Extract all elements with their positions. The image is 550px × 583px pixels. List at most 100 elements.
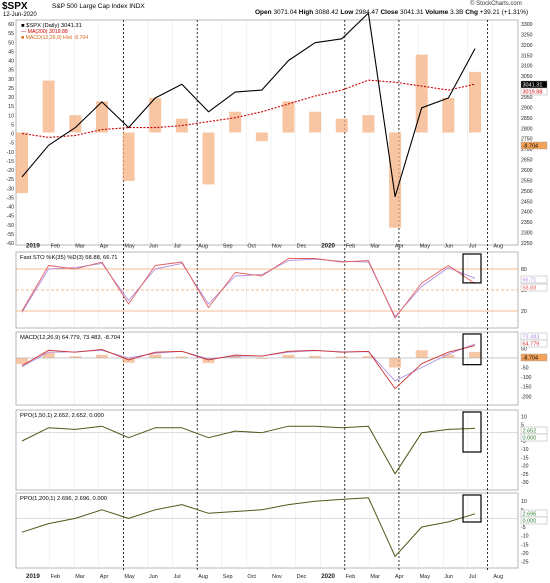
symbol: $SPX	[2, 1, 28, 12]
hist-bar	[255, 132, 268, 142]
month-label: Jul	[469, 244, 476, 250]
hist-bar	[442, 97, 455, 133]
macd-hist-bar	[175, 356, 188, 358]
close-value: 3041.31	[399, 9, 424, 16]
hist-badge: -8.704	[523, 144, 539, 150]
month-label: Apr	[395, 574, 404, 580]
axis-tick: -100	[521, 375, 531, 381]
hist-bar	[229, 111, 242, 133]
axis-tick: 40	[8, 59, 14, 65]
axis-tick: 2700	[521, 147, 533, 153]
axis-tick: 2850	[521, 116, 533, 122]
hist-bar	[335, 118, 348, 133]
ppo200-title: PPO(1,200,1) 2.696, 2.696, 0.000	[20, 496, 107, 502]
hist-bar	[469, 71, 481, 133]
axis-tick: 2900	[521, 105, 533, 111]
axis-tick: 3300	[521, 22, 533, 28]
macd-hist-bar	[469, 351, 481, 358]
macd-badge: 64.779	[523, 342, 540, 348]
axis-tick: 2650	[521, 158, 533, 164]
hist-bar	[389, 132, 402, 228]
sto-k-line	[21, 258, 476, 319]
month-label: 2019	[26, 573, 40, 580]
month-label: Oct	[247, 244, 256, 250]
macd-hist-bar	[309, 355, 322, 358]
panel-frame	[15, 492, 519, 569]
axis-tick: 45	[8, 49, 14, 55]
hist-bar	[16, 132, 28, 194]
macd-hist-bar	[389, 357, 402, 368]
month-label: Feb	[346, 244, 355, 250]
month-label: Feb	[346, 574, 355, 580]
macd-signal-badge: 73.483	[523, 335, 540, 341]
month-label: Dec	[297, 244, 307, 250]
axis-tick: 10	[521, 414, 527, 420]
hist-bar	[95, 101, 108, 133]
macd-line	[21, 345, 476, 390]
axis-tick: 2600	[521, 168, 533, 174]
axis-tick: 5	[521, 423, 524, 429]
axis-tick: 60	[8, 22, 14, 28]
chg-label: Chg	[465, 9, 478, 16]
macd-hist-bar	[255, 357, 268, 359]
axis-tick: 30	[8, 77, 14, 83]
axis-tick: 2300	[521, 231, 533, 237]
ppo200-badge: 2.696	[523, 512, 537, 518]
axis-tick: 3050	[521, 74, 533, 80]
month-label: Sep	[223, 574, 233, 580]
month-label: Aug	[493, 574, 503, 580]
month-label: 2020	[321, 573, 335, 580]
month-label: Aug	[493, 244, 503, 250]
month-label: Apr	[100, 574, 109, 580]
sto-d-badge-box	[520, 275, 548, 284]
axis-tick: 3250	[521, 32, 533, 38]
axis-tick: 2350	[521, 220, 533, 226]
hist-bar	[42, 80, 55, 133]
exchange: INDX	[129, 3, 145, 10]
axis-tick: -15	[521, 455, 529, 461]
macd-hist-bar	[16, 357, 28, 365]
axis-tick: 2250	[521, 241, 533, 247]
macd-hist-badge-box	[520, 353, 548, 362]
month-label: Jul	[469, 574, 476, 580]
macd-hist-badge: -8.704	[523, 356, 539, 362]
axis-tick: -50	[521, 366, 529, 372]
axis-tick: -5	[521, 439, 526, 445]
ppo200-zero-badge-box	[520, 516, 548, 525]
axis-tick: -35	[7, 195, 15, 201]
highlight-box	[462, 333, 482, 366]
axis-tick: 10	[8, 113, 14, 119]
macd-hist-bar	[69, 356, 82, 358]
ppo50-line	[21, 425, 476, 475]
axis-tick: -45	[7, 214, 15, 220]
chart-header: $SPX S&P 500 Large Cap Index INDX 12-Jun…	[0, 0, 550, 20]
close-label: Close	[380, 9, 399, 16]
axis-tick: -30	[521, 480, 529, 486]
ma-badge-box	[520, 87, 548, 96]
month-label: Nov	[272, 574, 282, 580]
month-label: Jun	[149, 574, 158, 580]
sto-k-badge-box	[520, 283, 548, 292]
macd-hist-bar	[335, 356, 348, 358]
axis-tick: -20	[521, 464, 529, 470]
macd-hist-bar	[42, 352, 55, 358]
open-value: 3071.04	[273, 9, 297, 16]
axis-tick: 2550	[521, 178, 533, 184]
hist-bar	[69, 115, 82, 133]
month-label: 2020	[321, 243, 335, 250]
hist-bar	[309, 111, 322, 133]
hist-bar	[122, 132, 135, 181]
axis-tick: -40	[7, 205, 15, 211]
hist-bar	[415, 54, 428, 133]
axis-tick: 2950	[521, 95, 533, 101]
volume-value: 3.3B	[450, 9, 464, 16]
axis-tick: -15	[521, 542, 529, 548]
low-value: 2984.47	[355, 9, 379, 16]
axis-tick: 3100	[521, 64, 533, 70]
axis-tick: -25	[521, 560, 529, 566]
axis-tick: 25	[8, 86, 14, 92]
axis-tick: -10	[521, 447, 529, 453]
axis-tick: -5	[9, 141, 14, 147]
ma-badge: 3019.88	[523, 90, 543, 96]
